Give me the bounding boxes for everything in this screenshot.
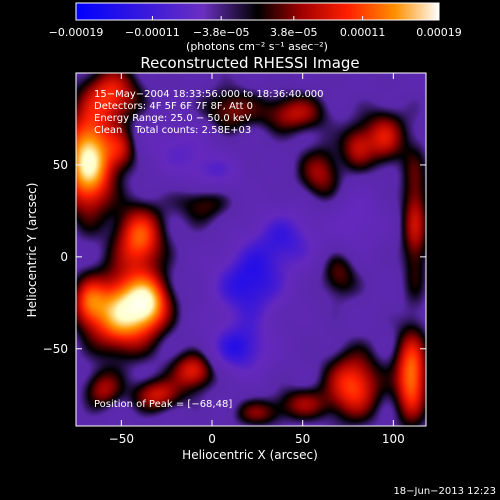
info-line-clean: Clean Total counts: 2.58E+03 (94, 125, 251, 136)
x-tick-label: 50 (295, 432, 310, 446)
colorbar-tick-label: 0.00019 (416, 26, 462, 39)
axis-ticks: −50 0 50 100 −50 0 50 (43, 73, 426, 446)
footer-timestamp: 18−Jun−2013 12:23 (393, 486, 496, 497)
info-block: 15−May−2004 18:33:56.000 to 18:36:40.000… (94, 89, 324, 136)
y-axis-label: Heliocentric Y (arcsec) (25, 183, 39, 318)
colorbar-ticks: −0.00019 −0.00011 −3.8e−05 3.8e−05 0.00011 0.… (49, 16, 462, 39)
colorbar-tick-label: 0.00011 (340, 26, 386, 39)
info-line-detectors: Detectors: 4F 5F 6F 7F 8F, Att 0 (94, 101, 253, 112)
plot-frame (75, 72, 427, 427)
x-tick-label: 0 (208, 432, 216, 446)
x-axis-label: Heliocentric X (arcsec) (182, 448, 318, 462)
x-tick-label: 100 (382, 432, 405, 446)
info-line-energy: Energy Range: 25.0 − 50.0 keV (94, 113, 251, 124)
chart-title: Reconstructed RHESSI Image (140, 54, 359, 72)
colorbar-tick-label: −0.00019 (49, 26, 104, 39)
peak-position-label: Position of Peak = [−68,48] (94, 399, 232, 410)
x-tick-label: −50 (109, 432, 134, 446)
info-line-time: 15−May−2004 18:33:56.000 to 18:36:40.000 (94, 89, 324, 100)
y-tick-label: 50 (53, 158, 68, 172)
colorbar-tick-label: −3.8e−05 (193, 26, 250, 39)
heatmap-image (76, 73, 426, 426)
y-tick-label: −50 (43, 342, 68, 356)
y-tick-label: 0 (60, 250, 68, 264)
colorbar-tick-label: 3.8e−05 (270, 26, 317, 39)
colorbar (75, 2, 440, 21)
colorbar-tick-label: −0.00011 (125, 26, 180, 39)
colorbar-unit-label: (photons cm⁻² s⁻¹ asec⁻²) (186, 40, 328, 53)
